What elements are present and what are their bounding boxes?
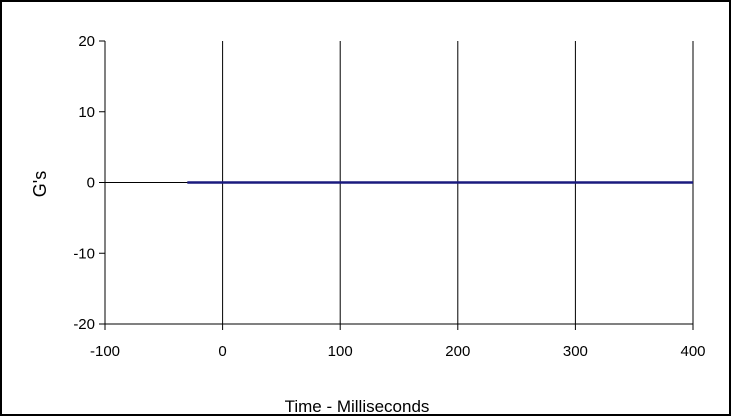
- axes: [99, 40, 694, 330]
- y-axis-title: G's: [30, 171, 50, 197]
- x-tick-label: 100: [328, 343, 353, 360]
- x-tick-label: 0: [218, 343, 226, 360]
- x-tick-label: 400: [680, 343, 705, 360]
- y-tick-label: -20: [73, 316, 95, 333]
- y-tick-label: 10: [78, 104, 95, 121]
- x-tick-label: 300: [563, 343, 588, 360]
- x-tick-label: 200: [445, 343, 470, 360]
- y-tick-label: 0: [87, 175, 95, 192]
- x-tick-label: -100: [90, 343, 120, 360]
- x-axis-title: Time - Milliseconds: [285, 397, 430, 416]
- y-tick-label: -10: [73, 245, 95, 262]
- y-tick-label: 20: [78, 33, 95, 50]
